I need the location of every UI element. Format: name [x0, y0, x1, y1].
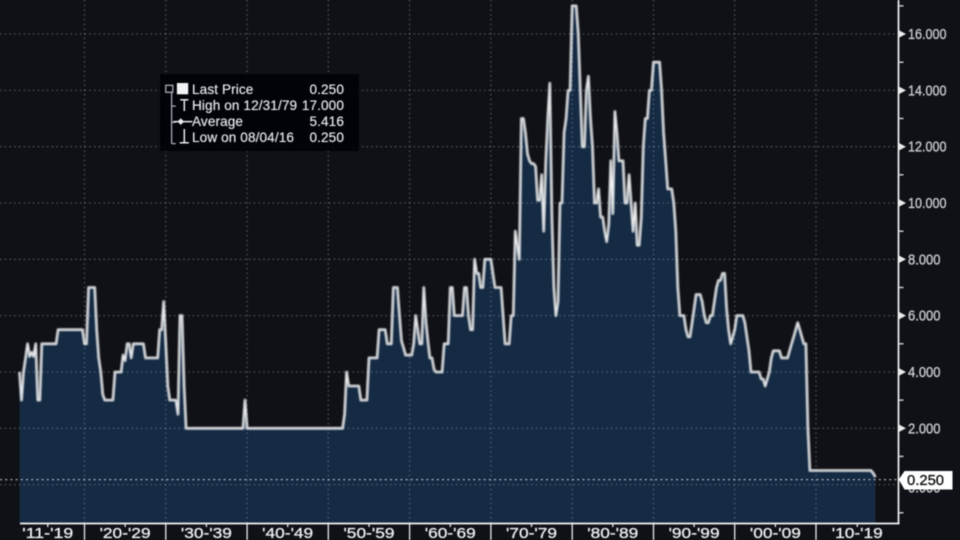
svg-text:0.250: 0.250 [907, 473, 944, 489]
svg-text:2.000: 2.000 [908, 421, 941, 437]
svg-text:16.000: 16.000 [908, 27, 947, 43]
svg-text:14.000: 14.000 [908, 83, 947, 99]
svg-text:8.000: 8.000 [908, 252, 941, 268]
svg-text:'80-'89: '80-'89 [587, 525, 638, 540]
svg-text:'50-'59: '50-'59 [344, 525, 395, 540]
svg-text:'10-'19: '10-'19 [832, 525, 883, 540]
svg-text:'11-'19: '11-'19 [22, 525, 73, 540]
svg-text:'70-'79: '70-'79 [506, 525, 557, 540]
svg-text:'00-'09: '00-'09 [750, 525, 801, 540]
svg-text:'60-'69: '60-'69 [425, 525, 476, 540]
svg-text:'30-'39: '30-'39 [181, 525, 232, 540]
svg-text:'90-'99: '90-'99 [669, 525, 720, 540]
svg-text:'20-'29: '20-'29 [100, 525, 151, 540]
svg-text:12.000: 12.000 [908, 140, 947, 156]
svg-text:'40-'49: '40-'49 [262, 525, 313, 540]
svg-text:10.000: 10.000 [908, 196, 947, 212]
svg-text:4.000: 4.000 [908, 365, 941, 381]
svg-text:6.000: 6.000 [908, 309, 941, 325]
